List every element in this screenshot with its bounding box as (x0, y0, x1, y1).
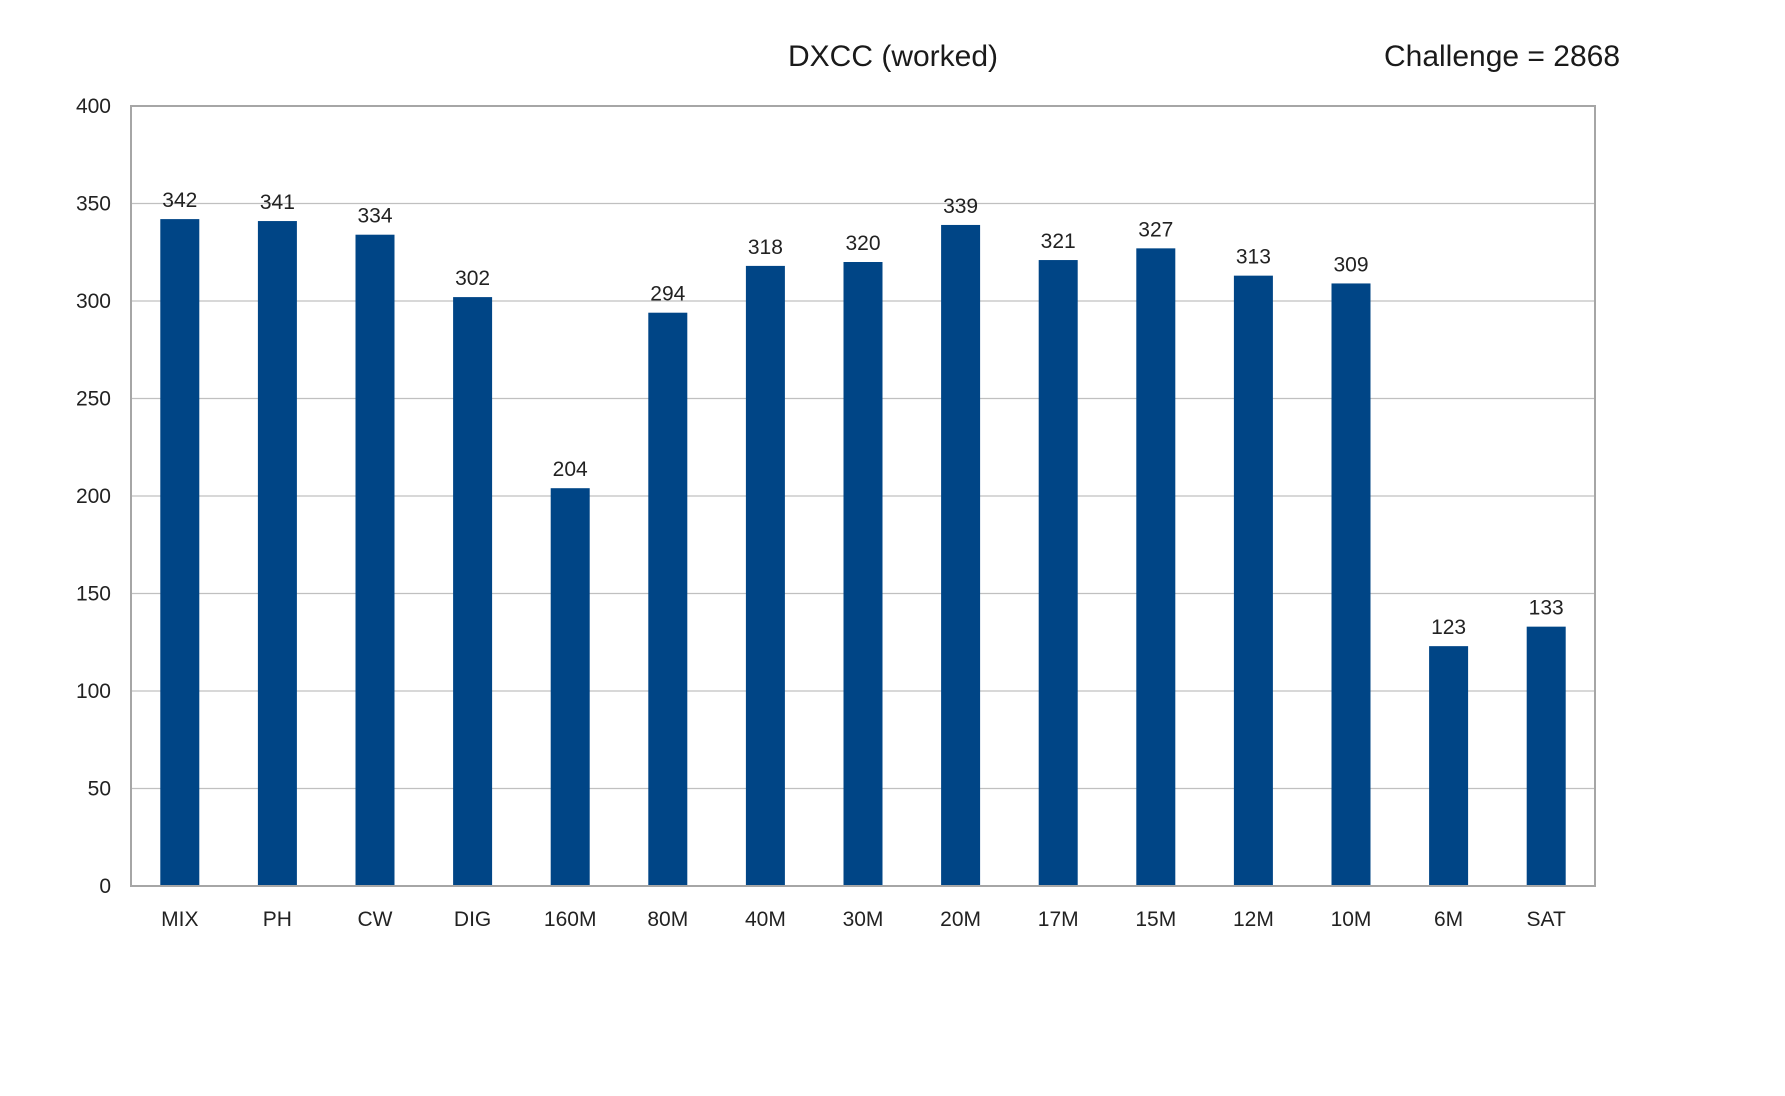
x-category-label: 20M (940, 908, 981, 931)
y-tick-label: 350 (76, 193, 111, 216)
y-tick-label: 50 (88, 778, 111, 801)
data-label: 123 (1431, 616, 1466, 639)
x-category-label: 30M (843, 908, 884, 931)
x-category-label: SAT (1527, 908, 1566, 931)
x-category-label: 17M (1038, 908, 1079, 931)
y-tick-label: 0 (99, 875, 111, 898)
y-tick-label: 300 (76, 290, 111, 313)
data-label: 342 (162, 189, 197, 212)
data-label: 204 (553, 458, 588, 481)
bar-10m (1331, 283, 1371, 886)
y-axis-ticks: 0 50 100 150 200 250 300 350 400 (76, 95, 111, 898)
x-category-label: DIG (454, 908, 491, 931)
bar-6m (1429, 646, 1469, 886)
data-label: 341 (260, 191, 295, 214)
x-category-label: PH (263, 908, 292, 931)
x-category-label: 12M (1233, 908, 1274, 931)
data-label: 318 (748, 236, 783, 259)
bar-160m (550, 488, 590, 886)
data-label: 327 (1138, 218, 1173, 241)
data-label: 133 (1529, 597, 1564, 620)
data-label: 313 (1236, 246, 1271, 269)
x-category-label: 160M (544, 908, 597, 931)
y-tick-label: 400 (76, 95, 111, 118)
data-label: 320 (845, 232, 880, 255)
bar-ph (257, 221, 297, 887)
data-label: 302 (455, 267, 490, 290)
data-labels: 342 341 334 302 204 294 318 320 339 321 327 313 309 1… (162, 189, 1563, 639)
bar-80m (648, 312, 688, 886)
bar-cw (355, 234, 395, 886)
x-category-label: 6M (1434, 908, 1463, 931)
bar-dig (453, 297, 493, 887)
bar-30m (843, 262, 883, 886)
x-category-label: 80M (647, 908, 688, 931)
x-category-label: 10M (1331, 908, 1372, 931)
x-axis-categories: MIX PH CW DIG 160M 80M 40M 30M 20M 17M 15M 12M 10M 6M… (161, 908, 1566, 931)
x-category-label: 40M (745, 908, 786, 931)
data-label: 294 (650, 283, 685, 306)
bar-40m (745, 265, 785, 886)
bar-15m (1136, 248, 1176, 887)
x-category-label: CW (358, 908, 393, 931)
bar-12m (1233, 275, 1273, 886)
chart-title: DXCC (worked) (788, 40, 998, 73)
y-tick-label: 200 (76, 485, 111, 508)
bar-17m (1038, 260, 1078, 886)
y-tick-label: 150 (76, 583, 111, 606)
data-label: 309 (1333, 253, 1368, 276)
data-label: 339 (943, 195, 978, 218)
x-category-label: MIX (161, 908, 198, 931)
plot-area-border (130, 105, 1596, 887)
y-tick-label: 100 (76, 680, 111, 703)
data-label: 334 (357, 205, 392, 228)
x-category-label: 15M (1135, 908, 1176, 931)
bars (160, 219, 1566, 887)
data-label: 321 (1041, 230, 1076, 253)
bar-sat (1526, 626, 1566, 886)
bar-20m (941, 224, 981, 886)
challenge-annotation: Challenge = 2868 (1384, 40, 1620, 73)
y-tick-label: 250 (76, 388, 111, 411)
bar-mix (160, 219, 200, 887)
